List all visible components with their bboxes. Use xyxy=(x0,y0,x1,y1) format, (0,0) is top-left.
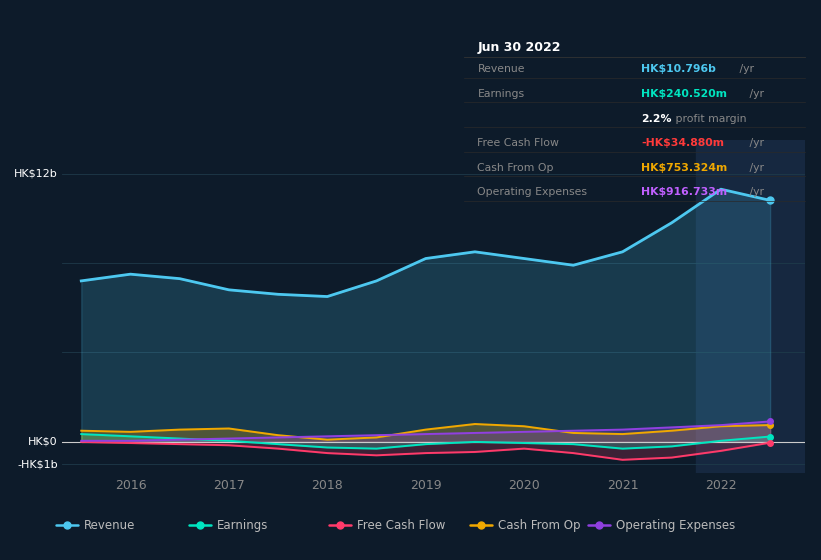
Text: Jun 30 2022: Jun 30 2022 xyxy=(478,41,561,54)
Text: /yr: /yr xyxy=(746,138,764,148)
Text: Revenue: Revenue xyxy=(478,64,525,74)
Text: Operating Expenses: Operating Expenses xyxy=(616,519,735,532)
Text: /yr: /yr xyxy=(746,187,764,197)
Text: Earnings: Earnings xyxy=(217,519,268,532)
Text: HK$240.520m: HK$240.520m xyxy=(641,89,727,99)
Text: Free Cash Flow: Free Cash Flow xyxy=(357,519,446,532)
Text: HK$753.324m: HK$753.324m xyxy=(641,162,727,172)
Text: -HK$34.880m: -HK$34.880m xyxy=(641,138,724,148)
Text: HK$12b: HK$12b xyxy=(14,169,57,179)
Text: 2.2%: 2.2% xyxy=(641,114,672,124)
Text: HK$0: HK$0 xyxy=(28,437,57,447)
Text: /yr: /yr xyxy=(746,89,764,99)
Text: Earnings: Earnings xyxy=(478,89,525,99)
Text: /yr: /yr xyxy=(746,162,764,172)
Text: profit margin: profit margin xyxy=(672,114,746,124)
Text: HK$10.796b: HK$10.796b xyxy=(641,64,716,74)
Text: Revenue: Revenue xyxy=(84,519,135,532)
Text: -HK$1b: -HK$1b xyxy=(17,459,57,469)
Text: Cash From Op: Cash From Op xyxy=(478,162,554,172)
Text: Operating Expenses: Operating Expenses xyxy=(478,187,588,197)
Text: /yr: /yr xyxy=(736,64,754,74)
Text: Free Cash Flow: Free Cash Flow xyxy=(478,138,559,148)
Text: HK$916.733m: HK$916.733m xyxy=(641,187,727,197)
Bar xyxy=(696,140,805,473)
Text: Cash From Op: Cash From Op xyxy=(498,519,580,532)
